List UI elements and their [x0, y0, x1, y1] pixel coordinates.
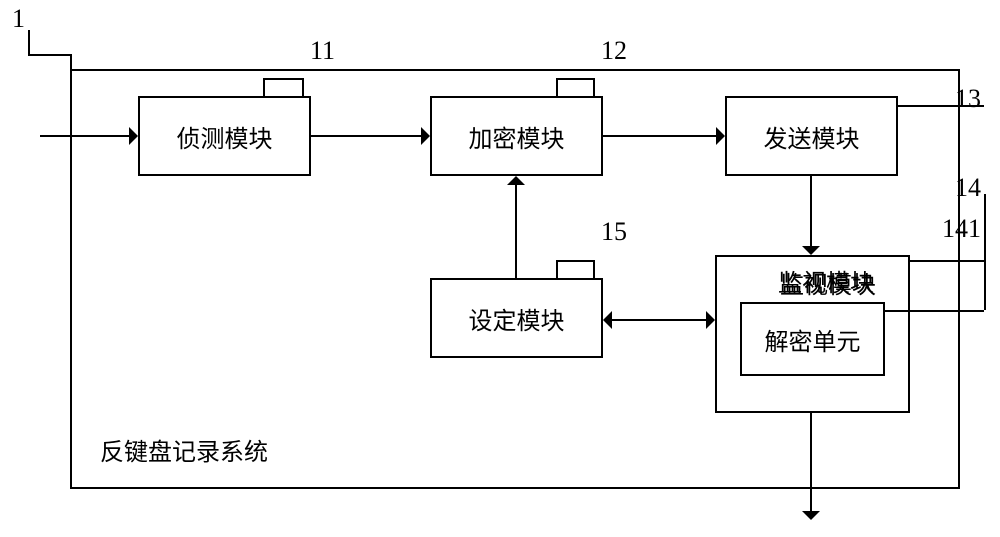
encrypt-module: 加密模块	[430, 96, 603, 176]
leader	[910, 260, 984, 262]
arr-setting-monitor	[604, 319, 714, 321]
arrow-head	[802, 511, 820, 520]
monitor-module-label: 监视模块	[778, 263, 874, 298]
ref-num-12: 12	[601, 36, 627, 66]
arr-send-monitor	[810, 176, 812, 254]
leader	[556, 78, 593, 80]
leader	[556, 260, 593, 262]
setting-module-label: 设定模块	[469, 301, 565, 336]
arrow-head	[603, 311, 612, 329]
leader	[302, 78, 304, 96]
send-module: 发送模块	[725, 96, 898, 176]
leader	[898, 105, 984, 107]
encrypt-module-label: 加密模块	[469, 119, 565, 154]
arrow-head	[507, 176, 525, 185]
send-module-label: 发送模块	[764, 119, 860, 154]
arrow-head	[129, 127, 138, 145]
leader	[556, 78, 558, 96]
detect-module-label: 侦测模块	[177, 119, 273, 154]
arrow-head	[802, 246, 820, 255]
leader	[70, 54, 72, 69]
arr-in-detect	[40, 135, 137, 137]
ref-num-15: 15	[601, 217, 627, 247]
arr-setting-encrypt	[515, 177, 517, 278]
decrypt-unit-label: 解密单元	[765, 322, 861, 357]
leader	[28, 30, 30, 54]
detect-module: 侦测模块	[138, 96, 311, 176]
leader	[593, 260, 595, 278]
arrow-head	[716, 127, 725, 145]
setting-module: 设定模块	[430, 278, 603, 358]
system-label: 反键盘记录系统	[100, 432, 268, 467]
arr-monitor-out	[810, 413, 812, 519]
ref-num-1: 1	[12, 4, 25, 34]
arrow-head	[706, 311, 715, 329]
leader	[984, 236, 986, 310]
ref-num-11: 11	[310, 36, 335, 66]
arrow-head	[421, 127, 430, 145]
ref-num-14: 14	[955, 173, 981, 203]
leader	[593, 78, 595, 96]
arr-encrypt-send	[603, 135, 724, 137]
leader	[556, 260, 558, 278]
leader	[263, 78, 302, 80]
leader	[885, 310, 984, 312]
ref-num-13: 13	[955, 84, 981, 114]
arr-detect-encrypt	[311, 135, 429, 137]
decrypt-unit: 解密单元	[740, 302, 885, 376]
ref-num-141: 141	[942, 214, 981, 244]
leader	[263, 78, 265, 96]
leader	[28, 54, 72, 56]
